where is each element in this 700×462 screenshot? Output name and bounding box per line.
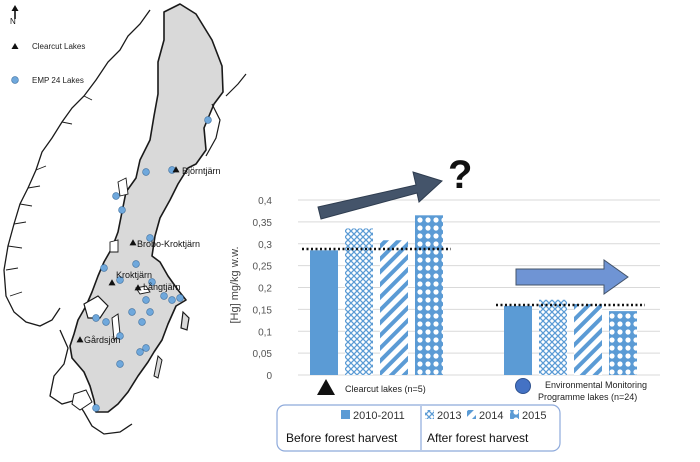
question-mark: ? xyxy=(448,153,472,197)
clearcut-lake-marker xyxy=(134,284,142,291)
sweden-landmass xyxy=(69,3,224,413)
bar xyxy=(415,215,443,375)
emp-lake-point xyxy=(168,296,176,304)
category-legend: Clearcut lakes (n=5) Environmental Monit… xyxy=(317,378,647,402)
lake-label: Björntjärn xyxy=(182,166,221,176)
bar xyxy=(574,304,602,375)
category-label-emp: Environmental Monitoring Programme lakes … xyxy=(538,380,647,402)
emp-lake-point xyxy=(142,296,150,304)
emp-lake-point xyxy=(128,308,136,316)
period-label-after: After forest harvest xyxy=(427,431,529,445)
series-legend-label: 2010-2011 xyxy=(353,410,405,422)
emp-lake-point xyxy=(204,116,212,124)
bar xyxy=(609,311,637,375)
emp-legend-symbol xyxy=(11,76,19,84)
emp-lake-point xyxy=(136,348,144,356)
clearcut-lake-marker xyxy=(76,336,84,343)
lake-vanern xyxy=(83,295,109,319)
north-arrow xyxy=(11,5,19,19)
emp-lake-point xyxy=(160,292,168,300)
y-tick-label: 0,15 xyxy=(253,305,273,316)
emp-lake-point xyxy=(112,192,120,200)
clearcut-lake-points: Björntjärn Brobo-Kroktjärn Kroktjärn Långtj… xyxy=(76,166,221,345)
series-legend-swatch xyxy=(510,410,519,419)
lake-label: Gårdsjön xyxy=(84,335,121,345)
emp-lake-point xyxy=(118,206,126,214)
emp-lake-point xyxy=(148,278,156,286)
clearcut-lake-marker xyxy=(108,279,116,286)
emp-lake-point xyxy=(146,234,154,242)
emp-lake-point xyxy=(176,294,184,302)
y-tick-label: 0,35 xyxy=(253,218,273,229)
lake-label: Långtjärn xyxy=(143,282,181,292)
bottom-legend-box: 2010-2011 2013 2014 2015 Before forest harv… xyxy=(276,404,561,452)
bar xyxy=(345,228,373,375)
period-label-before: Before forest harvest xyxy=(286,431,398,445)
y-axis-label: [Hg] mg/kg w.w. xyxy=(229,246,241,323)
emp-lake-point xyxy=(132,260,140,268)
emp-lake-point xyxy=(116,360,124,368)
y-tick-label: 0,2 xyxy=(258,284,272,295)
emp-lake-point xyxy=(92,404,100,412)
series-legend: 2010-2011 2013 2014 2015 xyxy=(341,410,546,422)
series-legend-swatch xyxy=(425,410,434,419)
emp-lake-point xyxy=(92,314,100,322)
zealand-island xyxy=(71,389,93,411)
emp-lake-point xyxy=(102,318,110,326)
finland-coastline xyxy=(205,73,247,157)
norway-fjords xyxy=(5,95,93,297)
denmark-coastline xyxy=(49,329,133,435)
bar xyxy=(539,299,567,375)
series-legend-label: 2013 xyxy=(437,410,461,422)
hg-bar-chart: 0 0,05 0,1 0,15 0,2 0,25 0,3 0,35 0,4 [Hg] mg/kg… xyxy=(229,153,660,452)
series-legend-label: 2014 xyxy=(479,410,503,422)
emp-category-symbol xyxy=(515,378,531,394)
clearcut-lake-marker xyxy=(172,166,180,173)
map-legend: Clearcut Lakes EMP 24 Lakes xyxy=(11,42,85,85)
category-label-clearcut: Clearcut lakes (n=5) xyxy=(345,384,426,394)
gotland-island xyxy=(180,310,190,331)
series-legend-swatch xyxy=(467,410,476,419)
clearcut-lake-marker xyxy=(129,239,137,246)
y-tick-label: 0,3 xyxy=(258,240,272,251)
clearcut-legend-label: Clearcut Lakes xyxy=(32,42,85,51)
bar xyxy=(380,240,408,375)
trend-arrow-dark xyxy=(317,171,443,220)
y-tick-label: 0,25 xyxy=(253,262,273,273)
sweden-map: N Clearcut Lakes EMP 24 Lakes Björntjärn… xyxy=(3,3,247,435)
emp-legend-label: EMP 24 Lakes xyxy=(32,76,84,85)
emp-lake-point xyxy=(100,264,108,272)
lake-storsjon xyxy=(117,177,129,197)
y-tick-label: 0,1 xyxy=(258,327,272,338)
trend-arrows xyxy=(317,171,629,295)
clearcut-legend-symbol xyxy=(11,43,19,49)
oland-island xyxy=(153,354,163,379)
lake-siljan xyxy=(109,239,119,253)
y-tick-label: 0,05 xyxy=(253,349,273,360)
bar xyxy=(504,305,532,375)
emp-lake-point xyxy=(116,332,124,340)
y-tick-label: 0 xyxy=(266,371,272,382)
clearcut-category-symbol xyxy=(317,379,335,395)
emp-lake-point xyxy=(116,276,124,284)
y-tick-label: 0,4 xyxy=(258,196,272,207)
lake-label: Brobo-Kroktjärn xyxy=(137,239,200,249)
emp-lake-points xyxy=(92,116,212,412)
north-label: N xyxy=(10,17,16,26)
series-legend-swatch xyxy=(341,410,350,419)
series-legend-label: 2015 xyxy=(522,410,546,422)
emp-lake-point xyxy=(138,318,146,326)
emp-lake-point xyxy=(146,308,154,316)
bar xyxy=(310,250,338,375)
emp-lake-point xyxy=(142,168,150,176)
trend-arrow-light xyxy=(515,259,629,295)
lake-label: Kroktjärn xyxy=(116,270,152,280)
emp-lake-point xyxy=(142,344,150,352)
